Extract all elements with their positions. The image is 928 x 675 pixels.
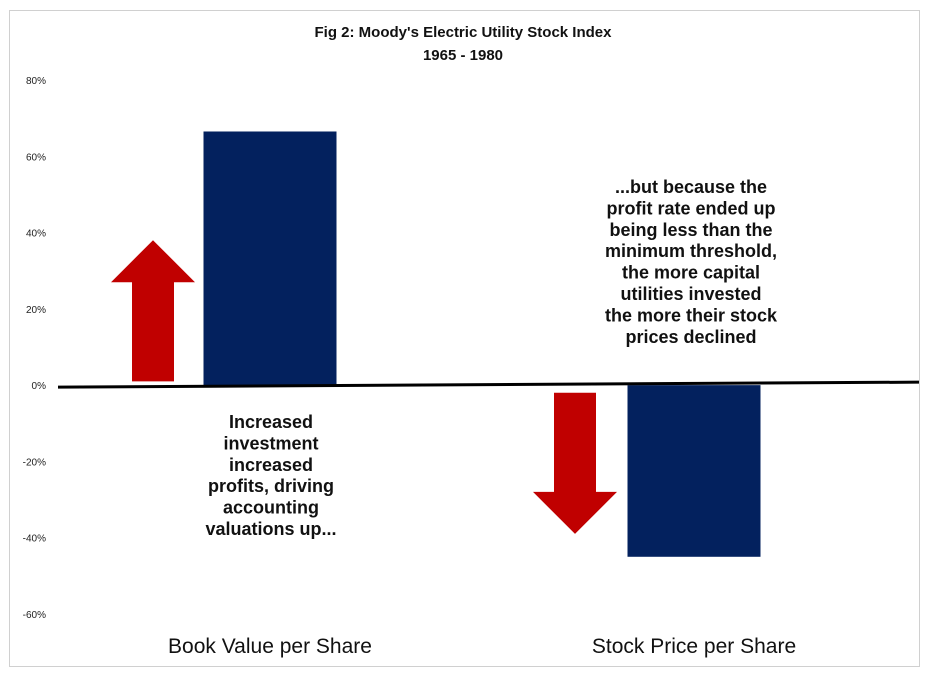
annotation-line: being less than the [609,220,772,240]
annotation-line: prices declined [625,327,756,347]
y-tick-label: 40% [26,229,46,240]
y-tick-label: -20% [23,457,46,468]
category-labels: Book Value per Share Stock Price per Shar… [168,635,796,658]
annotation-line: minimum threshold, [605,241,777,261]
y-axis-ticks: 80% 60% 40% 20% 0% -20% -40% -60% [23,76,46,621]
annotation-line: profit rate ended up [606,198,775,218]
annotation-line: profits, driving [208,476,334,496]
chart-frame: Fig 2: Moody's Electric Utility Stock In… [9,10,920,667]
annotation-line: increased [229,455,313,475]
arrow-annotations [111,240,617,534]
y-tick-label: -40% [23,534,46,545]
arrow-down-icon [533,392,617,534]
annotation-line: utilities invested [620,284,761,304]
annotation-line: Increased [229,412,313,432]
zero-line-group [57,380,919,389]
annotation-line: ...but because the [615,177,767,197]
bars [203,131,761,557]
annotation-line: the more capital [622,263,760,283]
bar [203,131,337,386]
bar [627,385,761,557]
annotation-line: investment [223,433,318,453]
chart-title: Fig 2: Moody's Electric Utility Stock In… [315,24,613,41]
y-tick-label: 20% [26,305,46,316]
y-tick-label: -60% [23,610,46,621]
annotation-line: the more their stock [605,305,778,325]
y-tick-label: 0% [32,381,47,392]
zero-line [57,380,919,389]
arrow-up-icon [111,240,195,382]
category-label: Book Value per Share [168,635,372,658]
annotation-line: accounting [223,498,319,518]
annotation-line: valuations up... [205,519,336,539]
category-label: Stock Price per Share [592,635,796,658]
chart-svg: Fig 2: Moody's Electric Utility Stock In… [23,24,919,658]
y-tick-label: 80% [26,76,46,87]
chart-subtitle: 1965 - 1980 [423,47,503,64]
y-tick-label: 60% [26,152,46,163]
